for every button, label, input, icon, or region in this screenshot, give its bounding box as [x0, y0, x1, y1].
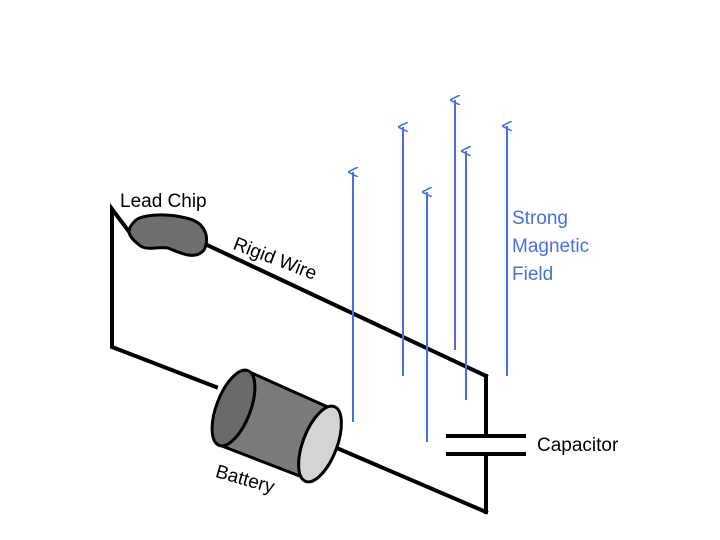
lead-chip	[127, 213, 209, 257]
circuit-wires	[110, 203, 489, 515]
field-label-line-3: Field	[512, 264, 554, 285]
magnetic-field	[353, 100, 507, 442]
battery-outline	[221, 368, 331, 482]
battery-back-end	[210, 368, 257, 448]
capacitor-label: Capacitor	[537, 435, 619, 456]
magnetic-field-label: Strong Magnetic Field	[512, 205, 589, 289]
battery	[210, 368, 343, 484]
lead-chip-label: Lead Chip	[120, 191, 207, 212]
field-label-line-1: Strong	[512, 208, 568, 229]
field-label-line-2: Magnetic	[512, 236, 590, 257]
battery-wire	[315, 437, 489, 515]
capacitor	[446, 434, 526, 456]
rigid-wire	[202, 241, 489, 379]
left-wire	[110, 203, 219, 390]
battery-front-cap	[297, 404, 343, 484]
